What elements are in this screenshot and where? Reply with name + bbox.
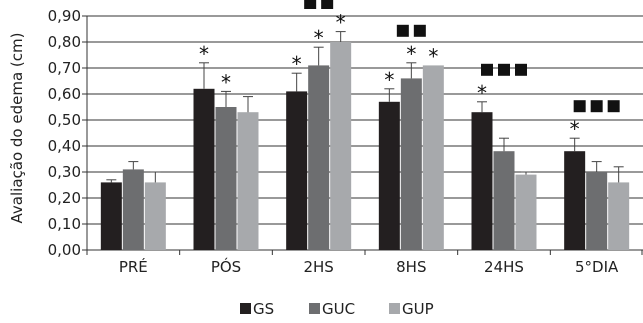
y-tick-label: 0,70 — [48, 59, 81, 77]
legend-label: GUC — [322, 300, 355, 318]
significance-square — [413, 24, 426, 37]
significance-square — [321, 0, 334, 9]
significance-star: * — [314, 26, 324, 50]
legend: GS GUC GUP — [240, 300, 434, 318]
legend-item-gs: GS — [240, 300, 274, 318]
bar-guc — [215, 107, 237, 250]
bar-guc — [586, 172, 608, 250]
x-tick-label: PRÉ — [119, 257, 148, 276]
significance-star: * — [221, 70, 231, 94]
significance-markers: * * * * * * * * * * — [199, 0, 620, 141]
bar-gs — [471, 112, 493, 250]
x-tick-label: PÓS — [211, 257, 241, 276]
significance-square — [607, 100, 620, 113]
significance-star: * — [428, 44, 438, 68]
error-bars — [106, 31, 624, 183]
x-tick-label: 24HS — [484, 258, 524, 276]
gridlines — [87, 15, 643, 251]
legend-swatch — [309, 303, 320, 314]
y-tick-label: 0,60 — [48, 85, 81, 103]
bar-guc — [493, 151, 515, 250]
significance-star: * — [384, 68, 394, 92]
bar-gup — [237, 112, 259, 250]
significance-square — [498, 63, 510, 76]
y-tick-label: 0,40 — [48, 137, 81, 155]
axes: 0,00 0,10 0,20 0,30 0,40 0,50 0,60 0,70 0,80 0,90… — [48, 7, 643, 276]
y-tick-label: 0,20 — [48, 189, 81, 207]
y-tick-label: 0,00 — [48, 241, 81, 259]
legend-item-gup: GUP — [389, 300, 434, 318]
bar-gs — [564, 151, 586, 250]
bar-gs — [100, 182, 122, 250]
bars — [100, 42, 630, 251]
significance-square — [396, 24, 409, 37]
legend-item-guc: GUC — [309, 300, 355, 318]
bar-gs — [378, 101, 400, 250]
x-tick-label: 5°DIA — [575, 258, 619, 276]
legend-label: GUP — [402, 300, 434, 318]
significance-star: * — [477, 81, 487, 105]
bar-gs — [193, 88, 215, 250]
bar-gup — [330, 42, 352, 250]
significance-star: * — [406, 42, 416, 66]
significance-star: * — [199, 42, 209, 66]
significance-star: * — [292, 52, 302, 76]
bar-guc — [122, 169, 144, 250]
legend-swatch — [240, 303, 251, 314]
y-tick-label: 0,80 — [48, 33, 81, 51]
significance-square — [481, 63, 493, 76]
legend-label: GS — [253, 300, 274, 318]
significance-star: * — [570, 117, 580, 141]
y-tick-label: 0,50 — [48, 111, 81, 129]
y-axis-title: Avaliação do edema (cm) — [8, 33, 26, 224]
bar-gup — [144, 182, 166, 250]
bar-gup — [608, 182, 630, 250]
significance-square — [573, 100, 586, 113]
y-tick-label: 0,30 — [48, 163, 81, 181]
bar-gup — [422, 65, 444, 251]
bar-gup — [515, 174, 537, 250]
y-tick-label: 0,10 — [48, 215, 81, 233]
significance-square — [515, 63, 527, 76]
bar-guc — [308, 65, 330, 251]
bar-gs — [286, 91, 308, 251]
x-tick-label: 8HS — [396, 258, 426, 276]
x-tick-label: 2HS — [303, 258, 333, 276]
y-tick-label: 0,90 — [48, 7, 81, 25]
significance-square — [304, 0, 317, 9]
significance-star: * — [336, 11, 346, 35]
legend-swatch — [389, 303, 400, 314]
significance-square — [590, 100, 603, 113]
bar-guc — [400, 78, 422, 251]
